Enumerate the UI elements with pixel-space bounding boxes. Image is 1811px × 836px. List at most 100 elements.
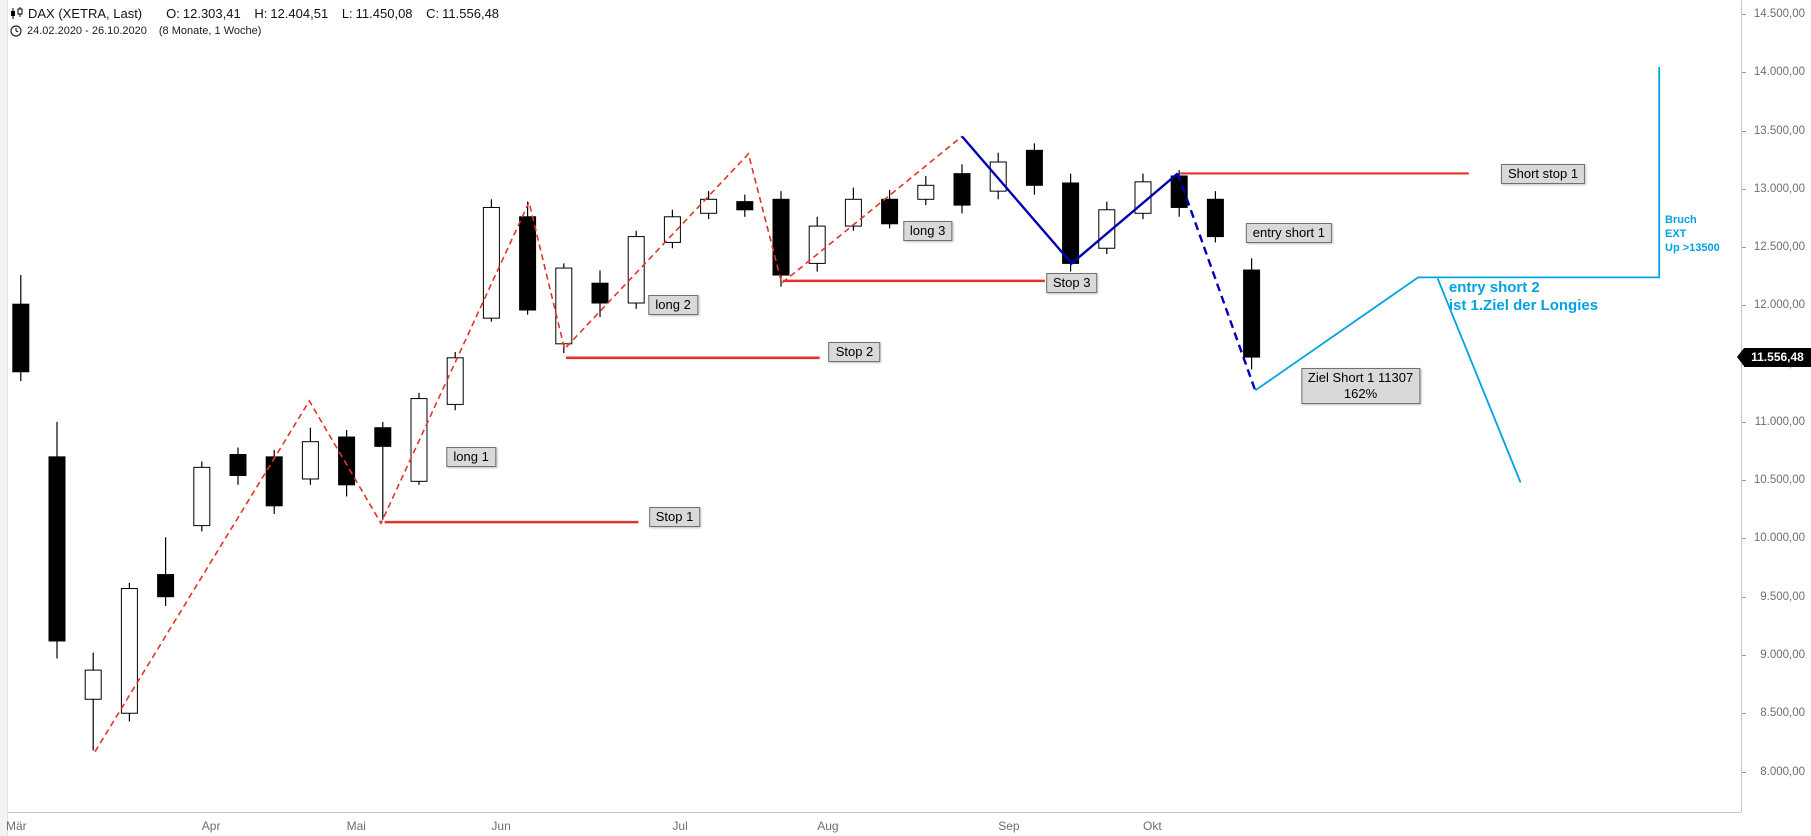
price-axis-tick — [1742, 713, 1746, 715]
low-label: L: — [341, 6, 353, 21]
last-price-value: 11.556,48 — [1751, 350, 1804, 365]
text-bruch-ext[interactable]: Bruch EXT Up >13500 — [1665, 214, 1720, 255]
candle — [84, 652, 102, 751]
price-axis-tick — [1742, 188, 1746, 190]
label-long-2[interactable]: long 2 — [648, 295, 698, 315]
candle — [157, 537, 175, 607]
time-axis-label: Mai — [346, 819, 366, 833]
candle — [1098, 201, 1116, 255]
price-axis-label: 14.000,00 — [1753, 66, 1805, 79]
candlestick-chart-icon — [10, 7, 23, 20]
instrument-title: DAX (XETRA, Last) — [28, 6, 143, 21]
price-axis-label: 13.000,00 — [1753, 182, 1805, 195]
candle — [1206, 191, 1224, 243]
price-axis-tick — [1742, 596, 1746, 598]
price-axis-label: 10.000,00 — [1753, 532, 1805, 545]
candle — [301, 427, 319, 485]
date-range: 24.02.2020 - 26.10.2020 — [27, 25, 147, 37]
price-axis-label: 8.500,00 — [1760, 707, 1805, 720]
price-axis-label: 9.500,00 — [1760, 590, 1805, 603]
label-stop-3[interactable]: Stop 3 — [1045, 272, 1098, 293]
price-axis-label: 14.500,00 — [1753, 8, 1805, 20]
price-axis-label: 12.500,00 — [1753, 241, 1805, 254]
price-axis-label: 11.000,00 — [1754, 415, 1805, 428]
candle — [881, 189, 899, 229]
candle — [519, 201, 537, 315]
high-label: H: — [254, 6, 268, 21]
time-axis-label: Jun — [491, 819, 511, 833]
price-axis-tick — [1742, 480, 1746, 482]
price-axis-tick — [1742, 771, 1746, 773]
time-axis-label: Sep — [998, 819, 1020, 833]
label-short-stop-1[interactable]: Short stop 1 — [1500, 164, 1586, 185]
candle — [555, 263, 573, 354]
price-axis-tick — [1742, 421, 1746, 423]
candle — [663, 209, 681, 249]
chart-header: DAX (XETRA, Last) O: 12.303,41 H: 12.404,5… — [10, 6, 499, 37]
price-axis-tick — [1742, 305, 1746, 307]
close-label: C: — [426, 6, 440, 21]
left-edge-strip — [0, 0, 8, 836]
candle — [193, 461, 211, 532]
label-entry-short-1[interactable]: entry short 1 — [1245, 223, 1333, 244]
price-axis-label: 10.500,00 — [1753, 474, 1805, 487]
candle — [700, 191, 718, 220]
price-axis-label: 13.500,00 — [1753, 124, 1805, 137]
cyan-projection-down[interactable] — [1436, 278, 1522, 483]
label-ziel-short-1[interactable]: Ziel Short 1 11307 162% — [1300, 367, 1421, 404]
candle — [229, 447, 247, 485]
candle — [410, 392, 428, 485]
candle — [374, 421, 392, 520]
instrument-legend[interactable]: DAX (XETRA, Last) O: 12.303,41 H: 12.404,5… — [10, 6, 499, 21]
time-axis-label: Okt — [1143, 819, 1162, 833]
candle — [1243, 258, 1261, 370]
price-axis-tick — [1742, 538, 1746, 540]
price-axis-label: 12.000,00 — [1753, 299, 1805, 312]
candle — [917, 175, 935, 206]
time-axis-label: Apr — [201, 819, 221, 833]
last-price-badge: 11.556,48 — [1744, 347, 1811, 367]
label-long-1[interactable]: long 1 — [446, 447, 496, 468]
text-entry-short-2[interactable]: entry short 2 ist 1.Ziel der Longies — [1448, 278, 1599, 314]
candle — [627, 230, 645, 309]
time-axis-label: Aug — [817, 819, 839, 833]
ohlc-readout: O: 12.303,41 H: 12.404,51 L: 11.450,08 C: 11… — [156, 6, 499, 21]
clock-icon — [10, 25, 22, 37]
candle — [482, 199, 500, 322]
price-axis-label: 8.000,00 — [1760, 765, 1805, 778]
price-axis-tick — [1742, 72, 1746, 74]
candle — [844, 187, 862, 231]
candle — [736, 194, 754, 217]
open-value: 12.303,41 — [182, 6, 241, 21]
price-axis-tick — [1742, 130, 1746, 132]
time-axis-label: Jul — [672, 819, 688, 833]
label-stop-2[interactable]: Stop 2 — [828, 342, 881, 363]
price-axis[interactable]: 14.500,00 14.000,00 13.500,00 13.000,00 12.5… — [1741, 0, 1811, 812]
cyan-projection-main[interactable] — [1254, 67, 1661, 392]
close-value: 11.556,48 — [442, 6, 500, 21]
candle — [1025, 143, 1043, 195]
candle — [953, 164, 971, 214]
candle — [265, 449, 283, 514]
price-axis-tick — [1742, 247, 1746, 249]
time-axis-label: Mär — [5, 819, 27, 833]
price-axis-label: 9.000,00 — [1760, 648, 1805, 661]
period-legend[interactable]: 24.02.2020 - 26.10.2020 (8 Monate, 1 Woc… — [10, 25, 499, 37]
candle — [772, 191, 790, 287]
low-value: 11.450,08 — [355, 6, 413, 21]
open-label: O: — [166, 6, 180, 21]
candle — [989, 152, 1007, 200]
label-stop-1[interactable]: Stop 1 — [648, 507, 701, 528]
red-dashed-zigzag[interactable] — [94, 135, 963, 753]
blue-solid-zigzag[interactable] — [961, 135, 1179, 266]
label-long-3[interactable]: long 3 — [902, 220, 953, 241]
time-axis[interactable]: Mär Apr Mai Jun Jul Aug Sep Okt — [5, 812, 1741, 836]
interval-label: (8 Monate, 1 Woche) — [158, 25, 262, 37]
high-value: 12.404,51 — [270, 6, 329, 21]
candle — [120, 582, 138, 722]
price-axis-tick — [1742, 654, 1746, 656]
candle — [808, 216, 826, 272]
